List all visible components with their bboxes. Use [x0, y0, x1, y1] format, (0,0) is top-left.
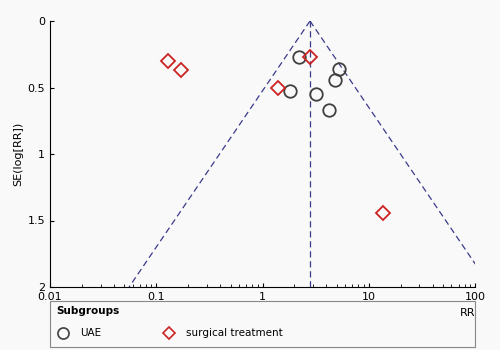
Y-axis label: SE(log[RR]): SE(log[RR])	[14, 122, 24, 186]
Text: surgical treatment: surgical treatment	[186, 328, 283, 338]
Text: Subgroups: Subgroups	[56, 307, 120, 316]
Text: RR: RR	[460, 308, 475, 318]
Text: UAE: UAE	[80, 328, 101, 338]
